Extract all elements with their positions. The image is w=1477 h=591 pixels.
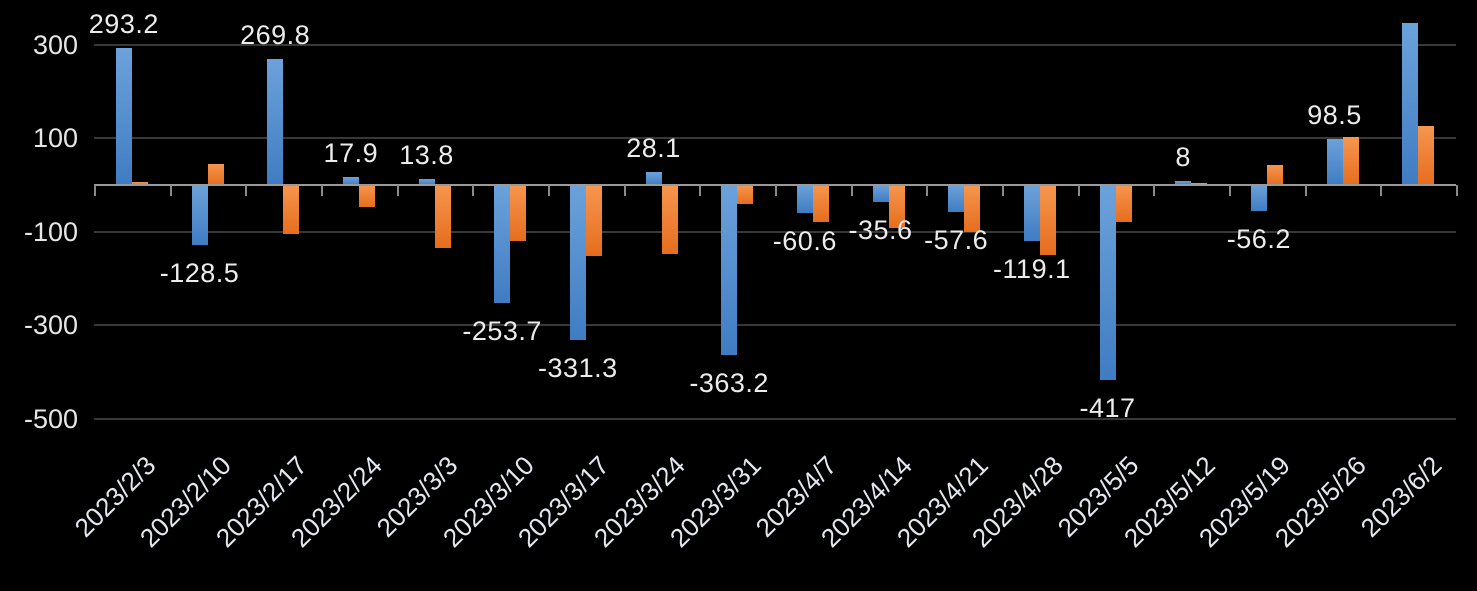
x-axis-tick-mark [245, 185, 248, 196]
data-label: -56.2 [1226, 224, 1291, 255]
blue-bar[interactable] [342, 176, 359, 185]
blue-bar[interactable] [948, 185, 965, 212]
orange-bar[interactable] [812, 185, 829, 222]
orange-bar[interactable] [737, 185, 754, 204]
blue-bar[interactable] [721, 185, 738, 355]
x-axis-category-label: 2023/6/2 [1354, 450, 1448, 543]
orange-bar[interactable] [1115, 185, 1132, 222]
x-axis-tick-mark [1229, 185, 1231, 196]
data-label: -417 [1079, 392, 1136, 423]
x-axis-tick-mark [94, 185, 96, 196]
data-label: -331.3 [538, 352, 618, 383]
x-axis-tick-mark [1002, 185, 1004, 196]
x-axis-tick-mark [1380, 185, 1383, 196]
orange-bar[interactable] [1039, 185, 1056, 255]
blue-bar[interactable] [872, 185, 889, 202]
data-label: 28.1 [626, 132, 681, 163]
data-label: -60.6 [772, 226, 837, 257]
orange-bar[interactable] [888, 185, 905, 229]
data-label: -253.7 [462, 316, 542, 347]
y-axis-tick-label: -100 [23, 216, 78, 247]
data-label: -128.5 [159, 258, 240, 288]
y-axis-tick-label: 300 [32, 29, 78, 60]
data-label: -35.6 [848, 214, 913, 245]
x-axis-tick-mark [1456, 185, 1458, 196]
blue-bar[interactable] [494, 185, 511, 304]
y-axis-tick-label: 100 [32, 123, 78, 154]
blue-bar[interactable] [1402, 23, 1419, 185]
x-axis-tick-mark [321, 185, 323, 196]
gridline [94, 417, 1456, 420]
blue-bar[interactable] [1326, 139, 1343, 185]
orange-bar[interactable] [131, 182, 148, 185]
orange-bar[interactable] [585, 185, 602, 256]
data-label: 13.8 [399, 139, 454, 170]
x-axis-tick-mark [926, 185, 929, 196]
blue-bar[interactable] [569, 185, 586, 340]
blue-bar[interactable] [115, 48, 132, 185]
orange-bar[interactable] [358, 185, 375, 207]
x-axis-tick-mark [1077, 185, 1080, 196]
blue-bar[interactable] [267, 59, 284, 185]
blue-bar[interactable] [645, 171, 662, 185]
blue-bar[interactable] [191, 185, 208, 245]
orange-bar[interactable] [1266, 165, 1283, 185]
x-axis-tick-mark [548, 185, 550, 196]
x-axis-tick-mark [472, 185, 475, 196]
blue-bar[interactable] [1250, 185, 1267, 212]
data-label: 269.8 [240, 20, 311, 50]
data-label: -363.2 [689, 367, 769, 398]
x-axis-tick-mark [169, 185, 172, 196]
orange-bar[interactable] [661, 185, 678, 255]
y-axis-tick-label: -500 [23, 403, 78, 434]
x-axis-tick-mark [699, 185, 702, 196]
orange-bar[interactable] [1342, 137, 1359, 185]
blue-bar[interactable] [418, 178, 435, 185]
blue-bar[interactable] [1023, 185, 1040, 241]
gridline [94, 137, 1456, 140]
y-axis-tick-label: -300 [23, 310, 78, 341]
orange-bar[interactable] [510, 185, 527, 242]
data-label: 98.5 [1307, 100, 1362, 130]
gridline [94, 43, 1456, 46]
blue-bar[interactable] [1099, 185, 1116, 380]
orange-bar[interactable] [1418, 125, 1435, 185]
blue-bar[interactable] [1175, 181, 1192, 185]
x-axis-tick-mark [775, 185, 777, 196]
data-label: 17.9 [323, 137, 379, 168]
orange-bar[interactable] [434, 185, 451, 249]
data-label: 8 [1175, 142, 1191, 173]
blue-bar[interactable] [796, 185, 813, 214]
gridline [94, 230, 1456, 233]
data-label: 293.2 [88, 9, 159, 40]
orange-bar[interactable] [964, 185, 981, 233]
x-axis-tick-mark [396, 185, 399, 196]
x-axis-tick-mark [623, 185, 626, 196]
orange-bar[interactable] [207, 163, 224, 185]
x-axis-tick-mark [1153, 185, 1156, 196]
gridline [94, 324, 1456, 327]
data-label: -119.1 [993, 253, 1071, 284]
data-label: -57.6 [924, 224, 989, 255]
orange-bar[interactable] [283, 185, 300, 235]
x-axis-tick-mark [850, 185, 853, 196]
x-axis-tick-mark [1304, 185, 1307, 196]
